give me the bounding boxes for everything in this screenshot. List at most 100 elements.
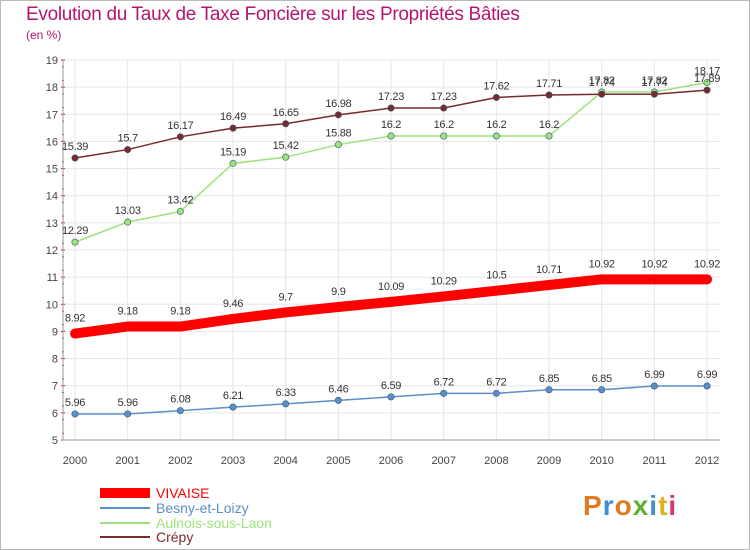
data-point	[387, 393, 395, 401]
data-label: 6.72	[486, 376, 506, 388]
x-tick-label: 2009	[537, 455, 561, 467]
data-point	[176, 133, 184, 141]
y-tick-label: 16	[46, 136, 58, 148]
data-point	[650, 382, 658, 390]
data-label: 10.5	[486, 270, 506, 282]
legend-label: Crépy	[156, 529, 194, 545]
x-tick-label: 2006	[379, 455, 403, 467]
data-point	[71, 238, 79, 246]
data-label: 17.82	[641, 75, 667, 87]
data-point	[229, 403, 237, 411]
data-label: 15.42	[273, 140, 299, 152]
y-tick-label: 18	[46, 82, 58, 94]
data-point	[544, 280, 555, 291]
data-point	[176, 207, 184, 215]
data-label: 18.17	[694, 66, 720, 78]
data-point	[703, 382, 711, 390]
data-point	[492, 93, 500, 101]
legend-item: Crépy	[100, 529, 194, 545]
data-label: 9.46	[223, 298, 243, 310]
legend-label: VIVAISE	[156, 485, 210, 501]
data-point	[334, 111, 342, 119]
data-point	[387, 104, 395, 112]
data-label: 15.7	[118, 133, 138, 145]
x-tick-label: 2010	[589, 455, 613, 467]
data-point	[71, 154, 79, 162]
data-label: 16.98	[325, 98, 351, 110]
data-label: 10.29	[431, 275, 457, 287]
data-point	[122, 321, 133, 332]
series	[70, 79, 713, 418]
data-label: 12.29	[62, 225, 88, 237]
y-tick-label: 17	[46, 109, 58, 121]
y-tick-label: 6	[52, 408, 58, 420]
y-tick-label: 12	[46, 245, 58, 257]
data-point	[386, 296, 397, 307]
legend-item: VIVAISE	[100, 485, 210, 501]
data-label: 13.03	[115, 205, 141, 217]
data-label: 15.88	[325, 128, 351, 140]
data-label: 17.23	[431, 91, 457, 103]
y-tick-label: 14	[46, 191, 58, 203]
data-label: 6.85	[592, 373, 612, 385]
data-point	[124, 218, 132, 226]
y-tick-label: 10	[46, 299, 58, 311]
data-label: 6.99	[644, 369, 664, 381]
data-point	[175, 321, 186, 332]
data-label: 16.17	[167, 120, 193, 132]
data-point	[598, 386, 606, 394]
data-point	[280, 307, 291, 318]
data-point	[703, 79, 711, 87]
data-point	[229, 124, 237, 132]
data-point	[334, 141, 342, 149]
data-label: 17.82	[589, 75, 615, 87]
x-tick-label: 2011	[643, 455, 667, 467]
data-label: 10.92	[694, 258, 720, 270]
data-point	[649, 274, 660, 285]
data-label: 5.96	[118, 397, 138, 409]
x-tick-label: 2000	[63, 455, 87, 467]
data-label: 17.74	[641, 77, 667, 89]
data-label: 16.65	[273, 107, 299, 119]
x-tick-label: 2008	[484, 455, 508, 467]
data-point	[124, 146, 132, 154]
data-point	[702, 274, 713, 285]
logo-letter: o	[614, 490, 633, 521]
data-label: 16.2	[434, 119, 454, 131]
logo-letter: i	[668, 490, 678, 521]
data-point	[545, 386, 553, 394]
data-point	[598, 90, 606, 98]
x-tick-label: 2001	[115, 455, 139, 467]
legend-item: Besny-et-Loizy	[100, 500, 249, 516]
data-label: 6.59	[381, 380, 401, 392]
data-point	[440, 132, 448, 140]
data-point	[703, 86, 711, 94]
data-label: 17.89	[694, 73, 720, 85]
data-label: 10.92	[641, 258, 667, 270]
data-label: 17.23	[378, 91, 404, 103]
y-tick-label: 7	[52, 381, 58, 393]
legend-item: Aulnois-sous-Laon	[100, 515, 272, 531]
data-label: 10.09	[378, 281, 404, 293]
data-point	[491, 285, 502, 296]
data-point	[334, 396, 342, 404]
data-label: 10.92	[589, 258, 615, 270]
data-point	[545, 132, 553, 140]
x-tick-label: 2004	[273, 455, 297, 467]
y-tick-label: 8	[52, 354, 58, 366]
legend-swatch	[100, 507, 150, 509]
data-label: 9.7	[278, 291, 293, 303]
grid	[63, 59, 720, 441]
axes: 5 6 7 8 9 10 11 12 13 14 15 16 17 18 19 2000 2001 2002 200…	[46, 55, 720, 467]
data-label: 6.46	[328, 383, 348, 395]
y-tick-label: 11	[47, 272, 58, 284]
legend-label: Besny-et-Loizy	[156, 500, 249, 516]
data-labels: 12.29 13.03 13.42 15.19 15.42 15.88 16.2 16.2 16…	[62, 66, 721, 409]
data-label: 15.39	[62, 141, 88, 153]
logo-letter: t	[658, 490, 669, 521]
data-label: 16.2	[381, 119, 401, 131]
data-label: 10.71	[536, 264, 562, 276]
data-point	[70, 328, 80, 339]
data-label: 9.18	[118, 306, 138, 318]
data-point	[438, 291, 449, 302]
